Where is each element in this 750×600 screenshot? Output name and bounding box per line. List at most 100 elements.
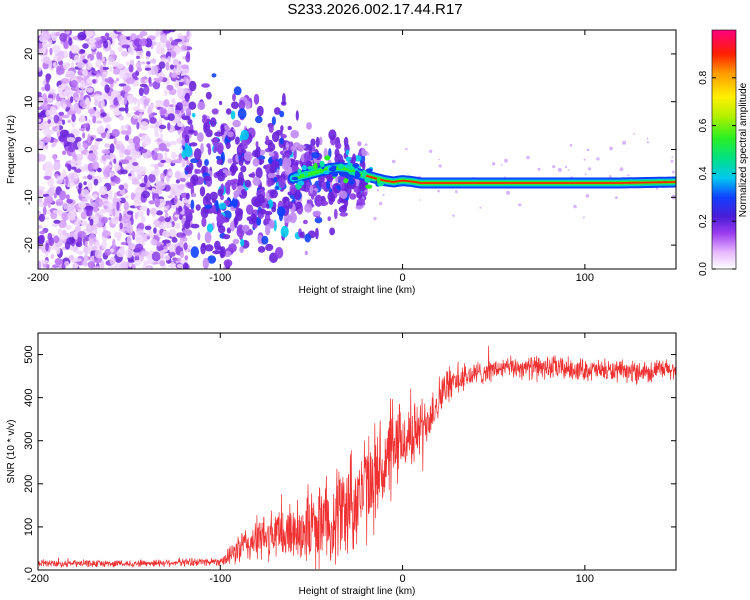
heatmap-cell xyxy=(38,225,43,229)
heatmap-cell xyxy=(42,137,51,143)
heatmap-cell xyxy=(307,166,316,170)
heatmap-cell xyxy=(176,86,184,97)
spectrogram-heatmap xyxy=(38,30,676,302)
heatmap-cell xyxy=(189,80,197,92)
heatmap-cell xyxy=(279,110,285,118)
heatmap-cell xyxy=(348,178,355,185)
heatmap-cell xyxy=(177,206,183,212)
heatmap-cell xyxy=(137,230,145,236)
heatmap-cell xyxy=(596,157,600,161)
heatmap-cell xyxy=(264,210,273,216)
heatmap-cell xyxy=(141,190,151,199)
heatmap-cell xyxy=(280,125,284,132)
heatmap-cell xyxy=(58,120,63,125)
colorbar-tick-label: 0.6 xyxy=(698,118,709,132)
heatmap-cell xyxy=(68,142,76,153)
heatmap-cell xyxy=(116,30,125,33)
colorbar: 0.0 0.2 0.4 0.6 0.8 Normalized spectral ampli… xyxy=(698,29,749,276)
heatmap-cell xyxy=(57,228,63,235)
heatmap-cell xyxy=(143,84,150,95)
heatmap-cell xyxy=(282,156,292,169)
heatmap-cell xyxy=(63,138,68,145)
heatmap-cell xyxy=(146,207,150,216)
heatmap-cell xyxy=(131,181,141,185)
heatmap-cell xyxy=(609,175,612,178)
heatmap-cell xyxy=(183,293,191,302)
heatmap-cell xyxy=(77,147,84,152)
heatmap-cell xyxy=(160,107,164,117)
heatmap-cell xyxy=(117,93,121,102)
heatmap-cell xyxy=(126,61,130,66)
heatmap-cell xyxy=(93,178,99,186)
heatmap-cell xyxy=(304,203,313,213)
heatmap-cell xyxy=(361,160,366,171)
heatmap-cell xyxy=(124,148,132,156)
heatmap-cell xyxy=(655,187,659,190)
heatmap-cell xyxy=(306,122,312,130)
heatmap-cell xyxy=(136,66,143,73)
heatmap-cell xyxy=(518,203,522,207)
heatmap-cell xyxy=(207,145,212,156)
heatmap-cell xyxy=(115,112,122,116)
heatmap-cell xyxy=(93,215,99,225)
heatmap-cell xyxy=(132,136,141,145)
heatmap-cell xyxy=(216,158,224,165)
heatmap-cell xyxy=(232,119,241,128)
heatmap-cell xyxy=(81,197,88,203)
heatmap-cell xyxy=(204,204,212,209)
heatmap-cell xyxy=(296,201,302,207)
heatmap-cell xyxy=(203,175,212,182)
heatmap-cell xyxy=(44,83,51,92)
heatmap-cell xyxy=(288,201,293,209)
heatmap-cell xyxy=(183,199,191,204)
heatmap-cell xyxy=(169,140,178,146)
heatmap-cell xyxy=(73,104,78,111)
snr-line-plot xyxy=(38,345,676,570)
heatmap-cell xyxy=(365,184,373,189)
heatmap-cell xyxy=(139,183,147,188)
heatmap-cell xyxy=(103,40,109,49)
heatmap-cell xyxy=(85,30,94,38)
heatmap-cell xyxy=(633,132,635,135)
heatmap-cell xyxy=(303,170,308,177)
heatmap-cell xyxy=(355,205,363,210)
heatmap-cell xyxy=(287,191,292,196)
heatmap-cell xyxy=(57,84,62,93)
heatmap-cell xyxy=(418,199,421,201)
heatmap-cell xyxy=(95,59,102,68)
heatmap-cell xyxy=(201,165,207,175)
heatmap-cell xyxy=(113,80,118,84)
heatmap-cell xyxy=(159,133,164,140)
heatmap-cell xyxy=(296,145,306,150)
heatmap-cell xyxy=(187,119,193,125)
heatmap-cell xyxy=(142,264,147,269)
heatmap-cell xyxy=(297,168,302,174)
heatmap-cell xyxy=(41,86,46,91)
heatmap-cell xyxy=(228,243,237,253)
heatmap-cell xyxy=(271,116,276,126)
heatmap-cell xyxy=(301,165,307,171)
heatmap-cell xyxy=(285,152,291,159)
heatmap-cell xyxy=(255,167,263,179)
heatmap-cell xyxy=(60,82,66,90)
heatmap-cell xyxy=(318,136,323,146)
heatmap-cell xyxy=(203,122,207,133)
heatmap-cell xyxy=(455,190,458,194)
heatmap-cell xyxy=(113,192,117,202)
heatmap-cell xyxy=(234,214,239,226)
heatmap-cell xyxy=(294,190,301,200)
colorbar-label: Normalized spectral amplitude xyxy=(738,82,749,217)
heatmap-cell xyxy=(107,266,117,269)
heatmap-cell xyxy=(45,110,49,117)
heatmap-cell xyxy=(114,216,120,221)
heatmap-cell xyxy=(285,142,289,150)
heatmap-cell xyxy=(154,132,160,138)
heatmap-cell xyxy=(134,212,139,220)
heatmap-cell xyxy=(241,144,248,150)
heatmap-cell xyxy=(90,144,99,152)
heatmap-cell xyxy=(124,104,129,114)
heatmap-cell xyxy=(178,137,182,145)
heatmap-cell xyxy=(66,98,71,108)
heatmap-cell xyxy=(172,58,179,65)
heatmap-cell xyxy=(218,246,223,251)
